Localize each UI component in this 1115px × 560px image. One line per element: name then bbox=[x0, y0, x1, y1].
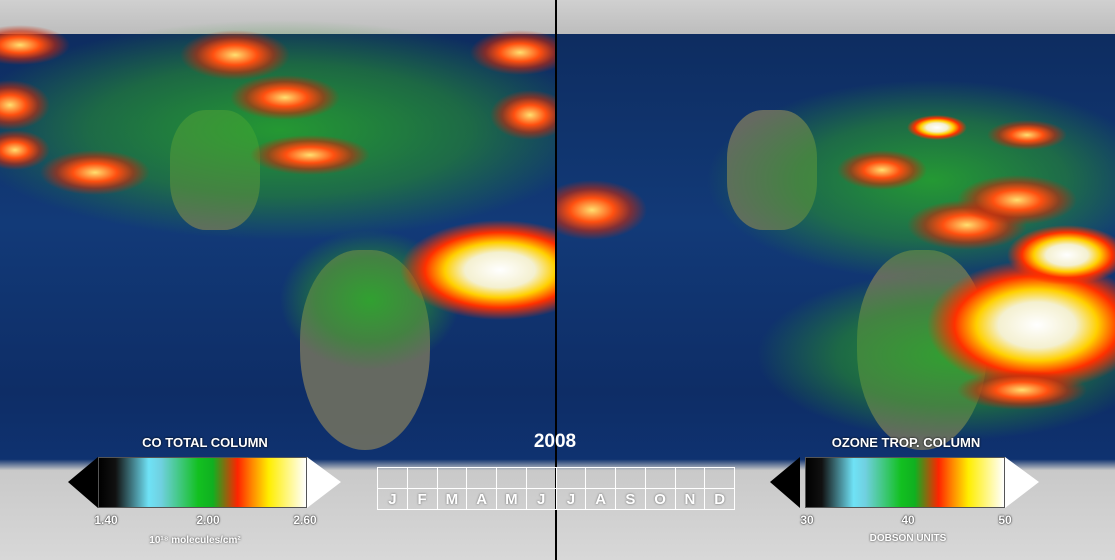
ozone-map-panel bbox=[557, 0, 1115, 560]
ozone-colorbar bbox=[770, 457, 1045, 508]
month-label: O bbox=[654, 491, 666, 508]
month-progress-slot bbox=[497, 468, 526, 489]
month-label: A bbox=[476, 491, 488, 508]
month-progress-slot bbox=[675, 468, 705, 489]
month-progress-slot bbox=[378, 468, 407, 489]
month-label: J bbox=[536, 491, 546, 508]
year-label: 2008 bbox=[533, 431, 577, 452]
month-label: F bbox=[417, 491, 427, 508]
colorbar-gradient bbox=[805, 457, 1005, 508]
month-label: M bbox=[445, 491, 459, 508]
co-tick: 1.40 bbox=[94, 513, 118, 527]
month-label: S bbox=[625, 491, 636, 508]
month-cell: M bbox=[437, 467, 468, 510]
ozone-tick: 30 bbox=[800, 513, 814, 527]
month-progress-slot bbox=[616, 468, 645, 489]
colorbar-max-arrow bbox=[307, 457, 341, 508]
month-progress-slot bbox=[645, 468, 675, 489]
ozone-tick: 50 bbox=[998, 513, 1012, 527]
co-map-panel bbox=[0, 0, 555, 560]
arctic-ice bbox=[557, 0, 1115, 34]
month-label: A bbox=[595, 491, 607, 508]
month-cell: J bbox=[556, 467, 587, 510]
ozone-title: OZONE TROP. COLUMN bbox=[831, 435, 981, 450]
month-cell: A bbox=[467, 467, 497, 510]
month-label: J bbox=[566, 491, 576, 508]
month-cell: S bbox=[616, 467, 646, 510]
month-cell: M bbox=[497, 467, 527, 510]
co-tick: 2.00 bbox=[196, 513, 220, 527]
month-cell: J bbox=[526, 467, 557, 510]
colorbar-min-arrow bbox=[770, 457, 800, 508]
month-cell: N bbox=[675, 467, 706, 510]
month-progress-slot bbox=[556, 468, 586, 489]
month-cell: F bbox=[407, 467, 438, 510]
month-progress-slot bbox=[437, 468, 467, 489]
colorbar-max-arrow bbox=[1005, 457, 1039, 508]
month-cell: A bbox=[586, 467, 616, 510]
co-tick: 2.60 bbox=[293, 513, 317, 527]
month-label: M bbox=[505, 491, 518, 508]
co-title: CO TOTAL COLUMN bbox=[142, 435, 268, 450]
month-cell: J bbox=[377, 467, 408, 510]
month-label: J bbox=[388, 491, 397, 508]
month-progress-slot bbox=[407, 468, 437, 489]
ozone-tick: 40 bbox=[901, 513, 915, 527]
month-label: D bbox=[714, 491, 726, 508]
month-cell: O bbox=[645, 467, 676, 510]
co-colorbar bbox=[68, 457, 343, 508]
month-cell: D bbox=[705, 467, 735, 510]
ozone-unit: DOBSON UNITS bbox=[869, 533, 947, 544]
month-label: N bbox=[684, 491, 696, 508]
month-progress-slot bbox=[467, 468, 496, 489]
colorbar-min-arrow bbox=[68, 457, 98, 508]
month-progress-slot bbox=[705, 468, 734, 489]
month-progress-slot bbox=[526, 468, 556, 489]
colorbar-gradient bbox=[98, 457, 307, 508]
month-progress-slot bbox=[586, 468, 615, 489]
co-unit: 10¹⁸ molecules/cm² bbox=[149, 535, 241, 546]
